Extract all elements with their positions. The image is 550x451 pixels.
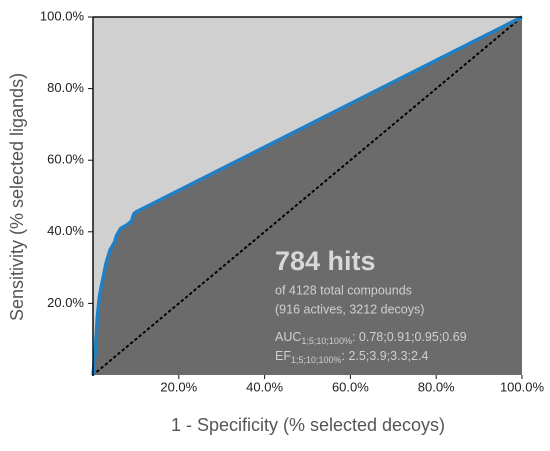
y-tick-label: 60.0% xyxy=(47,152,84,167)
x-tick-label: 20.0% xyxy=(160,379,197,394)
plot-area xyxy=(91,15,523,376)
ef-subscript: 1;5;10;100% xyxy=(291,355,342,365)
ef-label: EF xyxy=(275,349,291,363)
y-tick-label: 80.0% xyxy=(47,80,84,95)
x-tick-label: 60.0% xyxy=(332,379,369,394)
roc-line xyxy=(91,15,523,376)
y-tick-label: 40.0% xyxy=(47,223,84,238)
auc-values: : 0.78;0.91;0.95;0.69 xyxy=(352,330,467,344)
random-diagonal xyxy=(92,16,523,376)
auc-annotation: AUC1;5;10;100%: 0.78;0.91;0.95;0.69 xyxy=(275,330,467,346)
ef-values: : 2.5;3.9;3.3;2.4 xyxy=(342,349,429,363)
hits-annotation: 784 hits xyxy=(275,246,376,276)
y-tick-label: 100.0% xyxy=(40,8,85,23)
x-tick-label: 40.0% xyxy=(246,379,283,394)
x-tick-label: 100.0% xyxy=(500,379,545,394)
auc-subscript: 1;5;10;100% xyxy=(301,336,352,346)
x-axis-title: 1 - Specificity (% selected decoys) xyxy=(171,415,445,435)
breakdown-annotation: (916 actives, 3212 decoys) xyxy=(275,302,424,316)
y-tick-label: 20.0% xyxy=(47,295,84,310)
x-tick-label: 80.0% xyxy=(418,379,455,394)
auc-label: AUC xyxy=(275,330,301,344)
total-annotation: of 4128 total compounds xyxy=(275,283,412,297)
y-axis-title: Sensitivity (% selected ligands) xyxy=(7,73,27,321)
ef-annotation: EF1;5;10;100%: 2.5;3.9;3.3;2.4 xyxy=(275,349,428,365)
